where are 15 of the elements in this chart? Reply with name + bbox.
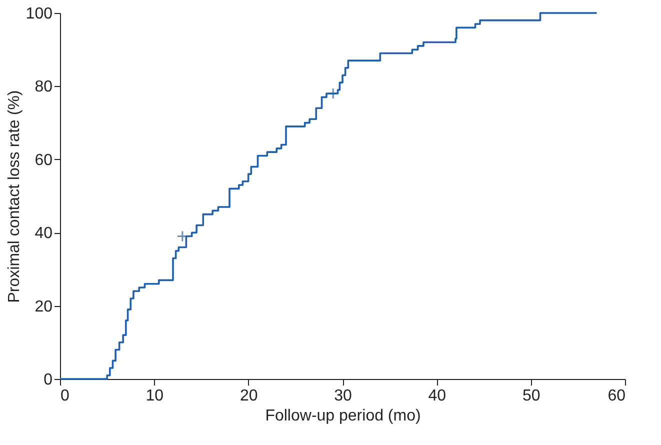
y-tick-label: 20 [34,298,53,316]
y-tick-label: 40 [34,225,53,242]
x-tick-label: 20 [240,388,258,404]
x-tick-label: 60 [608,388,626,404]
x-tick-label: 0 [60,388,70,404]
y-axis-title: Proximal contact loss rate (%) [6,90,23,303]
x-tick-label: 40 [428,388,446,404]
y-tick-label: 100 [26,6,53,22]
y-tick-label: 0 [44,372,53,388]
x-axis-title: Follow-up period (mo) [265,408,421,424]
x-tick-label: 10 [146,388,164,404]
x-tick-label: 30 [334,388,352,404]
x-tick-label: 50 [522,388,540,404]
y-tick-label: 80 [34,78,53,96]
y-tick-label: 60 [34,152,53,169]
